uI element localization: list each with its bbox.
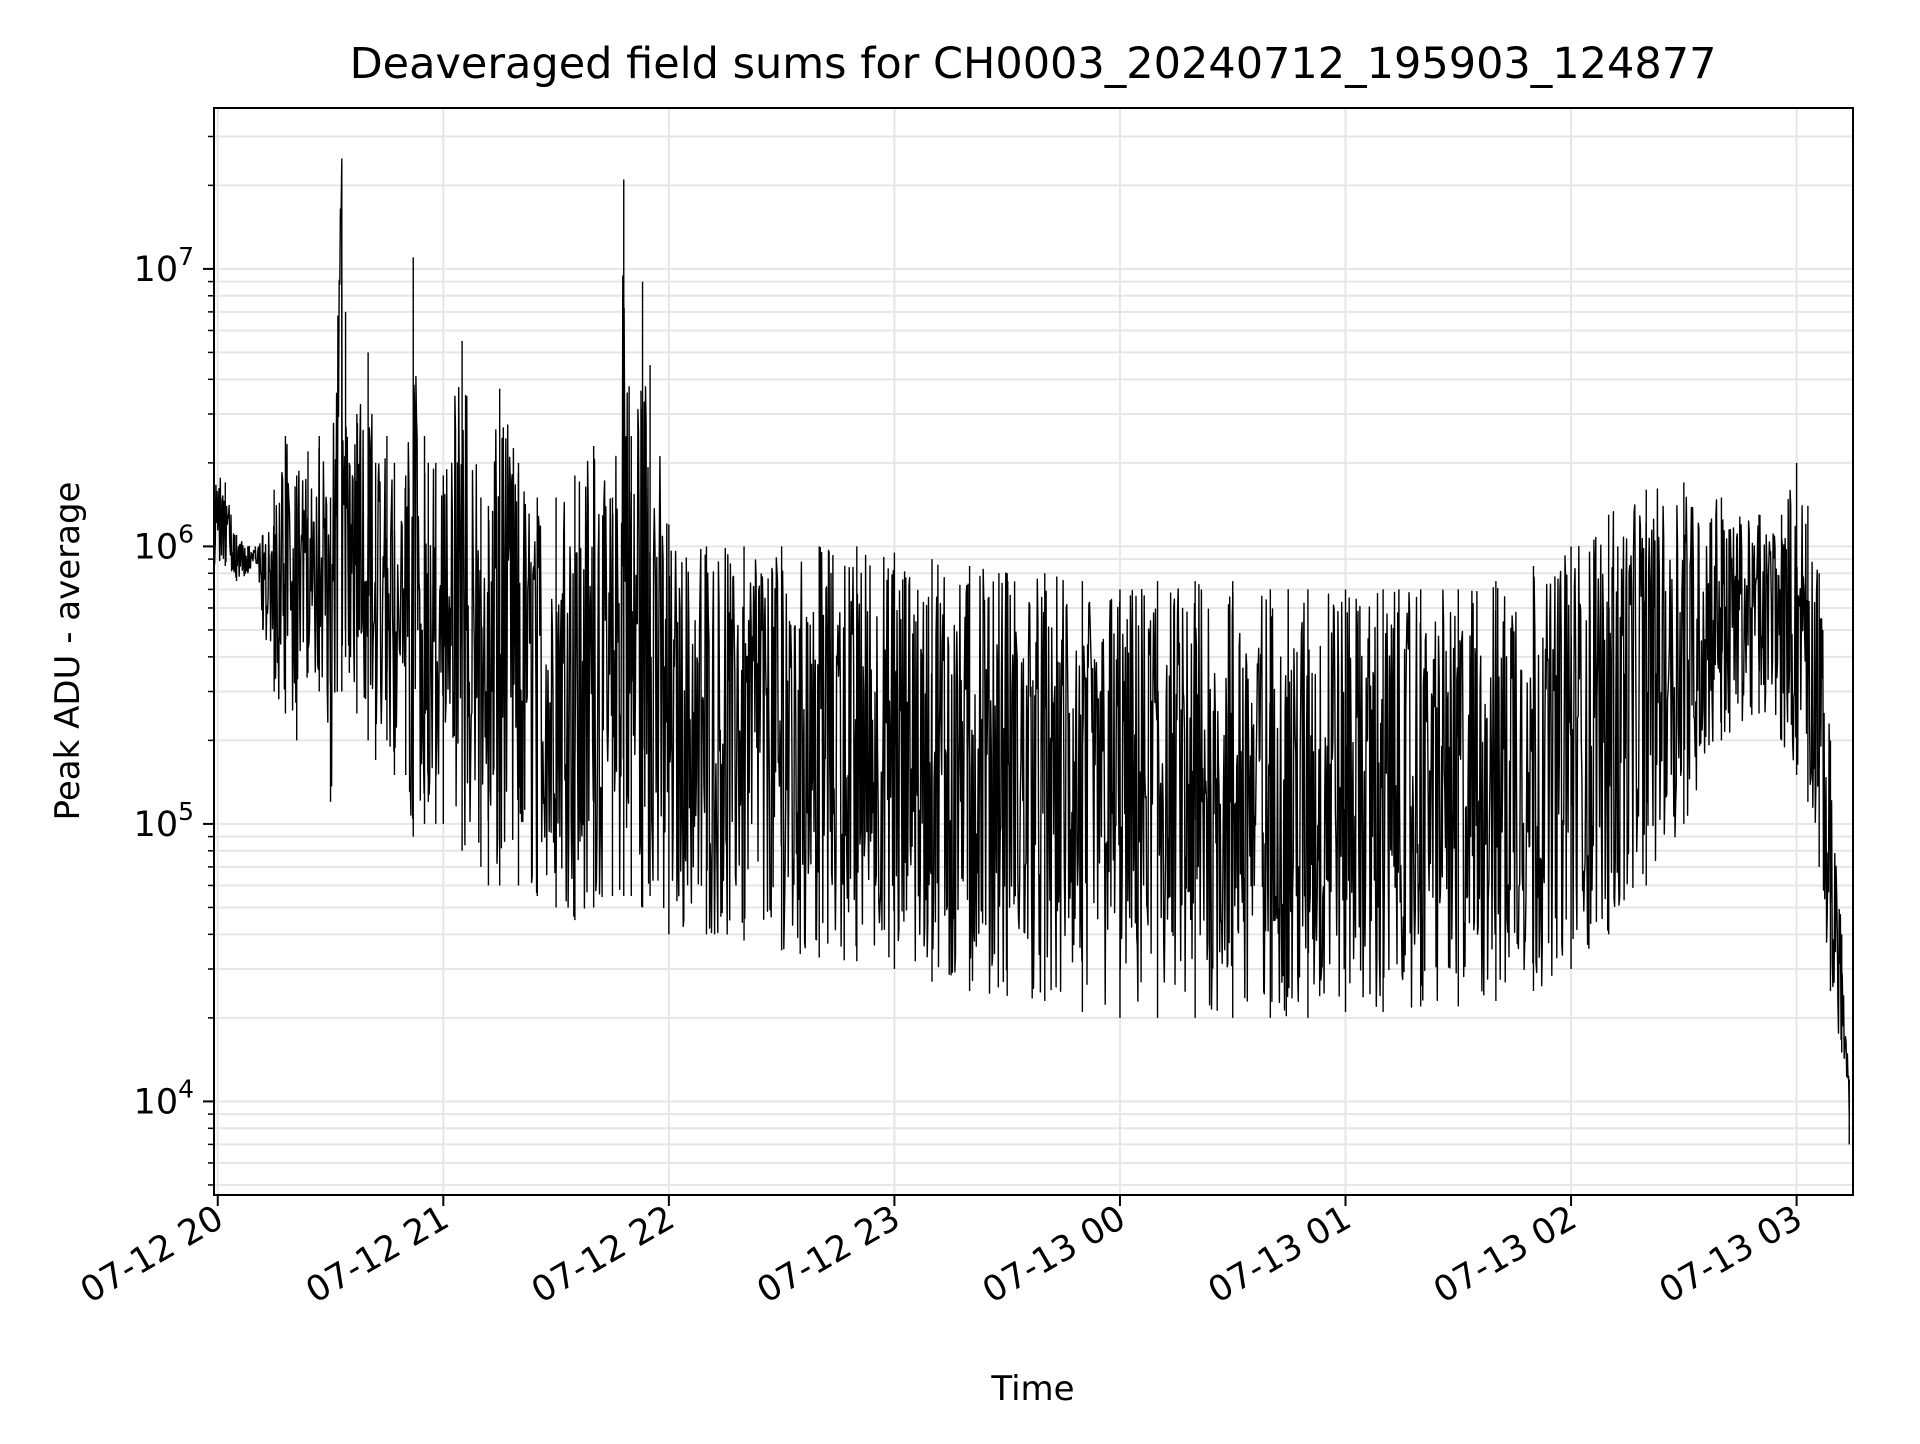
y-tick-label-base: 10 [134,250,179,290]
series-layer [214,158,1850,1145]
y-tick-label-base: 10 [134,527,179,567]
series-line [214,165,1850,1114]
y-tick-label: 104 [134,1074,194,1122]
y-tick-label: 105 [134,797,194,845]
y-tick-label-base: 10 [134,805,179,845]
plot-frame [213,107,1854,1196]
y-tick-label-exponent: 5 [178,797,194,826]
y-tick-label: 107 [134,242,194,290]
y-tick-label-base: 10 [134,1082,179,1122]
y-tick-label-exponent: 6 [178,519,194,548]
y-tick-label: 106 [134,519,194,567]
major-gridlines [214,108,1853,1195]
y-tick-label-exponent: 4 [178,1074,194,1103]
x-axis-label: Time [990,1369,1074,1409]
y-tick-label-exponent: 7 [178,242,194,271]
y-axis-label: Peak ADU - average [48,482,88,821]
chart-title: Deaveraged field sums for CH0003_2024071… [350,39,1717,89]
